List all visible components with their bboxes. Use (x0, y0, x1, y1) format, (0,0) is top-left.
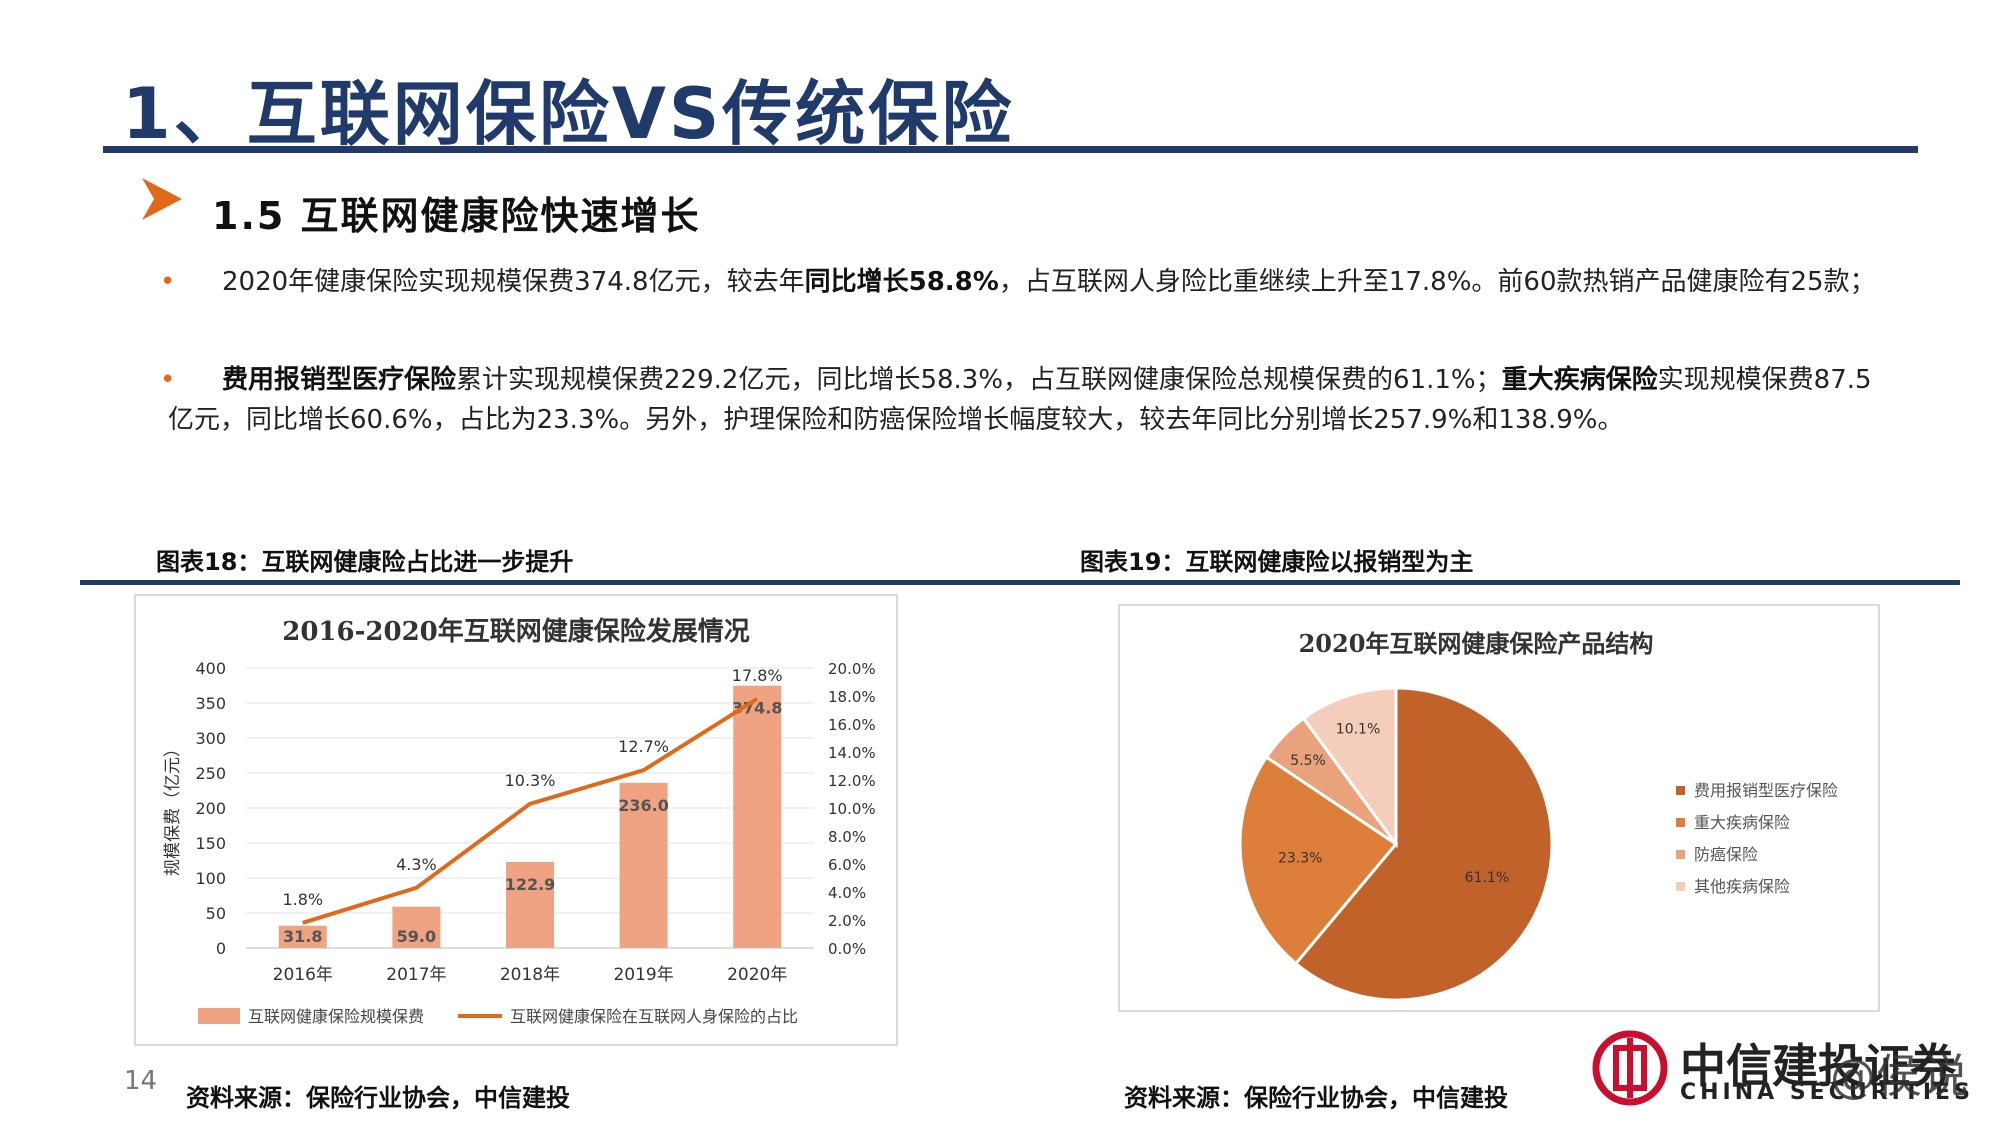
figure-19-source: 资料来源：保险行业协会，中信建投 (1124, 1084, 1508, 1112)
chart-title: 2016-2020年互联网健康保险发展情况 (282, 616, 750, 647)
y2-tick-label: 2.0% (828, 912, 866, 930)
pie-slice-label: 23.3% (1278, 851, 1322, 867)
watermark: @侯说 (1830, 1049, 1968, 1103)
x-tick-label: 2019年 (613, 965, 673, 985)
legend-label: 费用报销型医疗保险 (1694, 781, 1838, 800)
legend-swatch (1676, 850, 1685, 859)
legend-bar-swatch (198, 1008, 240, 1024)
p2-text-b: 累计实现规模保费229.2亿元，同比增长58.3%，占互联网健康保险总规模保费的… (456, 365, 1502, 395)
bar-line-chart: 2016-2020年互联网健康保险发展情况 400 350 300 250 200 150 1… (163, 616, 876, 1026)
y-tick-label: 150 (195, 834, 226, 853)
bar-value-label: 31.8 (283, 927, 322, 946)
pie-slice (1293, 686, 1554, 1002)
legend-swatch (1676, 818, 1685, 827)
y2-tick-label: 8.0% (828, 828, 866, 846)
brand-logo-subtitle: CHINA SECURITIES (1680, 1080, 1974, 1105)
y2-tick-label: 16.0% (828, 716, 876, 734)
line-value-label: 17.8% (732, 666, 783, 685)
bar (278, 925, 327, 948)
p2-text-d: 实现规模保费87.5亿元，同比增长60.6%，占比为23.3%。另外，护理保险和… (168, 365, 1872, 435)
y2-tick-label: 20.0% (828, 660, 876, 678)
legend-label: 其他疾病保险 (1694, 877, 1790, 896)
y-tick-label: 300 (195, 729, 226, 748)
p2-highlight-c: 重大疾病保险 (1501, 365, 1658, 395)
bar-value-label: 59.0 (397, 927, 436, 946)
y-tick-label: 100 (195, 869, 226, 888)
line-value-label: 1.8% (282, 890, 323, 909)
pie-slice-label: 5.5% (1290, 753, 1326, 769)
line-value-label: 12.7% (618, 737, 669, 756)
pie-slice (1301, 686, 1398, 849)
bar (733, 685, 782, 948)
legend-line-label: 互联网健康保险在互联网人身保险的占比 (510, 1007, 798, 1026)
y2-tick-label: 4.0% (828, 884, 866, 902)
brand-logo-text: 中信建投证券 (1680, 1039, 1956, 1093)
figure-divider (80, 580, 1960, 585)
y2-tick-label: 10.0% (828, 800, 876, 818)
y-tick-label: 200 (195, 799, 226, 818)
page-number: 14 (124, 1066, 158, 1096)
citic-logo-icon (1592, 1030, 1668, 1106)
arrow-bullet-icon (142, 178, 182, 220)
p1-text-a: 2020年健康保险实现规模保费374.8亿元，较去年 (222, 267, 805, 297)
line-series (302, 697, 759, 925)
paragraph-2: • 费用报销型医疗保险累计实现规模保费229.2亿元，同比增长58.3%，占互联… (160, 360, 1896, 440)
y-tick-label: 50 (206, 904, 226, 923)
bar-value-label: 236.0 (618, 796, 669, 815)
paragraph-1: • 2020年健康保险实现规模保费374.8亿元，较去年同比增长58.8%，占互… (160, 262, 1896, 302)
pie-chart: 2020年互联网健康保险产品结构 61.1% 23.3% 5.5% 10.1% 费用报销型… (1238, 629, 1838, 1002)
bar (619, 782, 668, 948)
x-tick-label: 2020年 (727, 965, 787, 985)
title-divider (103, 146, 1918, 153)
y2-tick-label: 18.0% (828, 688, 876, 706)
figure-19-caption: 图表19：互联网健康险以报销型为主 (1080, 548, 1474, 576)
y-tick-label: 400 (195, 659, 226, 678)
bar (392, 906, 441, 948)
y2-tick-label: 0.0% (828, 940, 866, 958)
line-value-label: 4.3% (396, 855, 437, 874)
legend-swatch (1676, 882, 1685, 891)
bar (506, 861, 554, 948)
x-tick-label: 2018年 (500, 965, 560, 985)
y2-tick-label: 14.0% (828, 744, 876, 762)
y2-tick-label: 6.0% (828, 856, 866, 874)
y-tick-label: 250 (195, 764, 226, 783)
y2-tick-label: 12.0% (828, 772, 876, 790)
figure-18-caption: 图表18：互联网健康险占比进一步提升 (156, 548, 574, 576)
chart-title: 2020年互联网健康保险产品结构 (1299, 629, 1654, 658)
y-tick-label: 350 (195, 694, 226, 713)
bar-line-chart-frame: 2016-2020年互联网健康保险发展情况 400 350 300 250 200 150 1… (134, 594, 898, 1046)
legend-label: 重大疾病保险 (1694, 813, 1790, 832)
legend-label: 防癌保险 (1694, 845, 1758, 864)
figure-18-source: 资料来源：保险行业协会，中信建投 (186, 1084, 570, 1112)
p2-highlight-a: 费用报销型医疗保险 (222, 365, 457, 395)
p1-text-c: ，占互联网人身险比重继续上升至17.8%。前60款热销产品健康险有25款； (998, 267, 1876, 297)
p1-highlight: 同比增长58.8% (804, 267, 999, 297)
pie-slice-label: 10.1% (1336, 721, 1380, 737)
pie-chart-frame: 2020年互联网健康保险产品结构 61.1% 23.3% 5.5% 10.1% 费用报销型… (1118, 604, 1880, 1012)
legend-bar-label: 互联网健康保险规模保费 (248, 1007, 424, 1026)
y-tick-label: 0 (216, 939, 226, 958)
section-title: 1.5 互联网健康险快速增长 (212, 194, 701, 238)
page-title: 1、互联网保险VS传统保险 (122, 73, 1015, 155)
line-value-label: 10.3% (505, 771, 556, 790)
bullet-icon: • (160, 267, 176, 297)
y-axis-label: 规模保费（亿元） (163, 740, 183, 876)
x-tick-label: 2016年 (273, 965, 333, 985)
bar-value-label: 122.9 (505, 875, 556, 894)
pie-slice (1238, 755, 1399, 966)
pie-slice-label: 61.1% (1465, 870, 1509, 886)
bullet-icon: • (160, 365, 176, 395)
bar-value-label: 374.8 (732, 699, 783, 718)
x-tick-label: 2017年 (386, 965, 446, 985)
legend-swatch (1676, 786, 1685, 795)
